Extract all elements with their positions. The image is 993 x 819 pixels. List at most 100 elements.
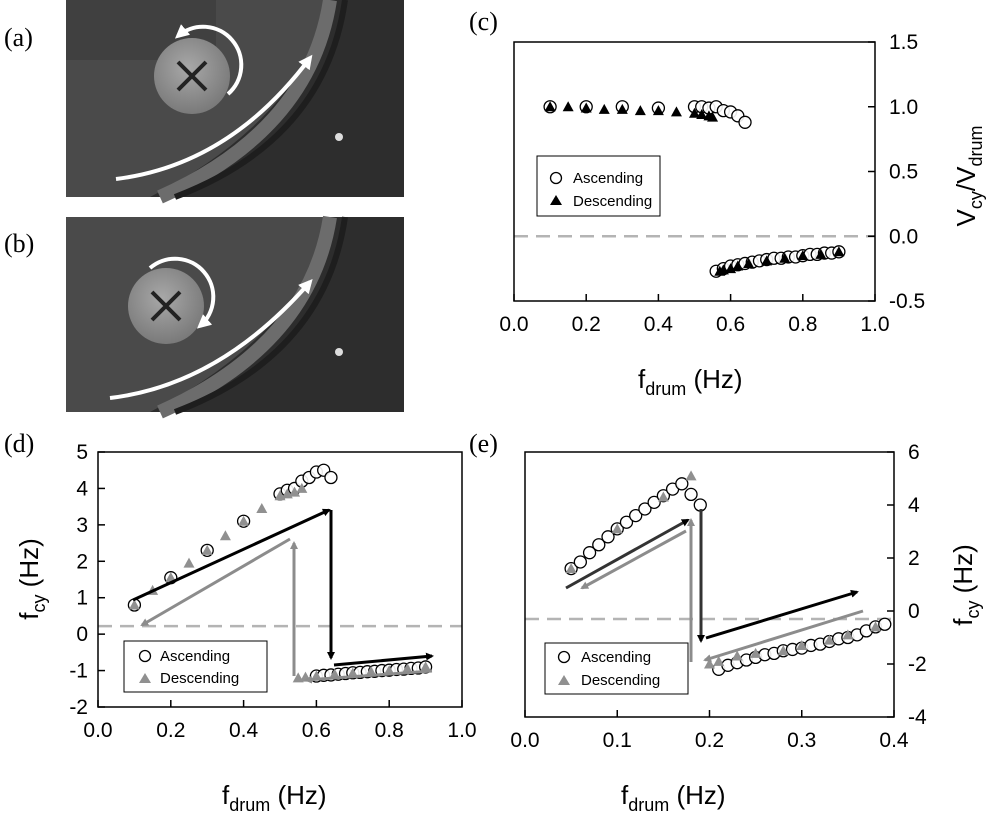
panel-label-d: (d)	[4, 429, 34, 458]
point-descending	[743, 257, 755, 268]
y-axis-label: fcy (Hz)	[14, 538, 49, 620]
point-descending	[580, 102, 592, 113]
point-descending	[201, 544, 213, 555]
x-tick-label: 1.0	[447, 719, 476, 742]
point-descending	[704, 658, 715, 669]
point-descending	[725, 263, 737, 274]
y-tick-label: 1.0	[889, 96, 918, 119]
legend-descending: Descending	[581, 672, 660, 689]
point-descending	[731, 650, 743, 661]
co-rotation-arrow-icon	[148, 256, 216, 329]
point-descending	[219, 530, 231, 541]
y-tick-label: 0	[76, 623, 88, 646]
x-axis-label: fdrum (Hz)	[222, 780, 327, 815]
point-descending	[777, 645, 789, 656]
x-tick-label: 0.0	[510, 729, 539, 752]
chart-d: 0.0 0.2 0.4 0.6 0.8 1.0 -2 -1 0 1 2 3 4 5 Ascending D…	[14, 441, 477, 815]
panel-label-e: (e)	[469, 429, 498, 458]
point-descending	[696, 109, 708, 120]
hysteresis-arrows	[132, 508, 434, 684]
point-descending	[329, 668, 341, 679]
point-descending	[870, 621, 882, 632]
y-tick-label: 1.5	[889, 31, 918, 54]
point-ascending	[647, 495, 661, 510]
y-tick-label: 0	[908, 600, 920, 623]
panel-label-c: (c)	[469, 7, 498, 36]
point-descending	[128, 599, 140, 610]
x-tick-label: 0.6	[716, 313, 745, 336]
point-descending	[842, 629, 854, 640]
legend-marker-descending	[558, 675, 570, 685]
point-descending	[750, 647, 762, 658]
point-descending	[796, 639, 808, 650]
point-descending	[657, 491, 669, 502]
panel-label-b: (b)	[4, 229, 34, 258]
counter-rotation-arrow-icon	[174, 24, 244, 96]
point-descending	[256, 502, 268, 513]
point-descending	[732, 260, 744, 271]
point-descending	[797, 250, 809, 261]
point-descending	[544, 101, 556, 112]
panel-label-a: (a)	[4, 23, 33, 52]
point-descending	[238, 515, 250, 526]
x-tick-label: 0.4	[229, 719, 259, 742]
x-tick-label: 0.8	[788, 313, 817, 336]
point-descending	[689, 107, 700, 118]
x-tick-label: 0.6	[302, 719, 331, 742]
point-descending	[713, 655, 725, 666]
x-tick-label: 0.2	[572, 313, 601, 336]
legend-marker-descending	[139, 673, 151, 683]
point-ascending	[601, 530, 615, 544]
y-tick-label: 2	[76, 550, 88, 573]
x-axis-label: fdrum (Hz)	[621, 780, 726, 815]
point-descending	[598, 103, 610, 114]
x-tick-label: 1.0	[860, 313, 889, 336]
legend-marker-ascending	[549, 171, 563, 185]
photo-b	[66, 215, 404, 419]
point-descending	[833, 246, 845, 257]
drum-motion-arrow-icon	[109, 278, 313, 400]
point-ascending	[324, 470, 338, 485]
point-descending	[420, 661, 432, 672]
plot-frame	[97, 451, 463, 708]
point-ascending	[619, 515, 634, 529]
point-descending	[779, 252, 791, 263]
photo-a	[66, 0, 404, 204]
y-axis-label: fcy (Hz)	[948, 544, 983, 626]
legend: Ascending Descending	[536, 155, 661, 217]
legend-ascending: Ascending	[160, 648, 230, 665]
point-descending	[815, 248, 827, 259]
x-tick-label: 0.8	[375, 719, 404, 742]
point-descending	[707, 111, 719, 122]
point-ascending	[638, 502, 652, 516]
point-ascending	[592, 538, 606, 552]
point-ascending	[629, 508, 643, 523]
hysteresis-arrows	[565, 509, 864, 663]
point-descending	[565, 563, 577, 574]
y-axis-label: Vcy/Vdrum	[951, 126, 986, 227]
legend: Ascending Descending	[544, 642, 689, 695]
point-descending	[292, 672, 304, 683]
point-descending	[165, 572, 177, 583]
point-descending	[634, 105, 646, 116]
legend-descending: Descending	[573, 193, 652, 210]
point-descending	[296, 482, 308, 493]
y-tick-label: -4	[908, 706, 927, 729]
y-tick-label: 4	[908, 494, 920, 517]
point-descending	[401, 663, 413, 674]
point-ascending	[675, 477, 689, 491]
legend-ascending: Ascending	[573, 170, 643, 187]
x-tick-label: 0.1	[603, 729, 632, 752]
chart-e: 0.0 0.1 0.2 0.3 0.4-4 -2 0 2 4 6 Ascending Descen…	[510, 441, 983, 815]
point-ascending	[573, 555, 587, 569]
point-descending	[183, 557, 195, 568]
legend: Ascending Descending	[123, 640, 268, 693]
y-tick-label: 1	[76, 587, 88, 610]
y-tick-label: 5	[76, 441, 88, 464]
x-tick-label: 0.2	[695, 729, 724, 752]
x-tick-label: 0.4	[644, 313, 674, 336]
x-tick-label: 0.4	[879, 729, 909, 752]
legend-marker-ascending	[138, 649, 152, 663]
point-descending	[562, 101, 574, 112]
